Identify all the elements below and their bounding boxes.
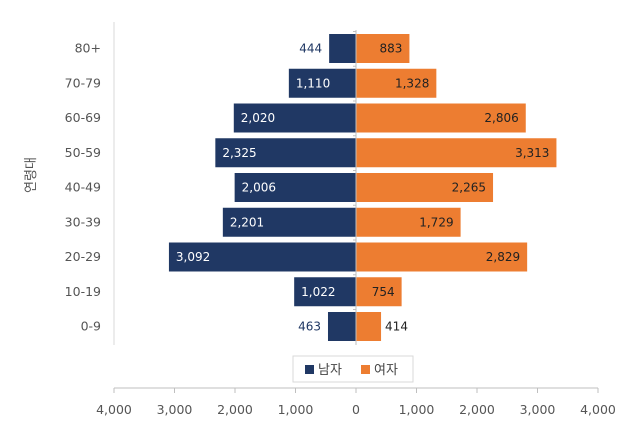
bar-female	[356, 277, 402, 307]
bar-male	[288, 68, 356, 98]
bar-female	[356, 138, 557, 168]
legend-swatch-female	[361, 365, 370, 374]
data-label-male: 2,006	[242, 181, 276, 195]
x-tick-label: 4,000	[580, 402, 616, 417]
category-label: 20-29	[65, 249, 101, 264]
category-label: 30-39	[65, 214, 101, 229]
data-label-male: 3,092	[176, 250, 210, 264]
category-label: 50-59	[65, 145, 101, 160]
category-label: 10-19	[65, 284, 101, 299]
data-label-female: 2,265	[452, 181, 486, 195]
bar-male	[222, 207, 356, 237]
x-tick-label: 3,000	[157, 402, 193, 417]
data-label-female: 754	[372, 285, 395, 299]
data-label-female: 414	[385, 320, 408, 334]
legend-frame	[292, 355, 414, 383]
bar-male	[233, 103, 356, 133]
bar-female	[356, 312, 382, 341]
legend-swatch-male	[305, 365, 314, 374]
x-tick-label: 2,000	[217, 402, 253, 417]
data-label-male: 444	[299, 42, 322, 56]
bars-layer: 444 883 1,110 1,328 2,020 2,806 2,325 3,313 2,00…	[168, 34, 557, 341]
category-label: 40-49	[65, 180, 101, 195]
x-tick-label: 2,000	[459, 402, 495, 417]
legend-label-male: 남자	[318, 363, 342, 378]
data-label-female: 2,806	[484, 111, 518, 125]
bar-female	[356, 103, 526, 133]
data-label-male: 1,022	[301, 285, 335, 299]
data-label-female: 2,829	[486, 250, 520, 264]
data-label-male: 2,325	[222, 146, 256, 160]
category-axis: 80+ 70-79 60-69 50-59 40-49 30-39 20-29 10-19 0-…	[65, 22, 357, 345]
legend: 남자 여자	[292, 355, 414, 383]
data-label-male: 2,020	[241, 111, 275, 125]
x-tick-label: 4,000	[96, 402, 132, 417]
category-label: 70-79	[65, 75, 101, 90]
category-label: 60-69	[65, 110, 101, 125]
category-label: 0-9	[81, 319, 101, 334]
data-label-male: 463	[298, 320, 321, 334]
bar-female	[356, 68, 437, 98]
x-tick-label: 0	[352, 402, 360, 417]
bar-male	[327, 312, 356, 341]
data-label-male: 1,110	[296, 76, 330, 90]
data-label-female: 3,313	[515, 146, 549, 160]
category-label: 80+	[75, 41, 101, 56]
bar-male	[215, 138, 356, 168]
data-label-female: 883	[380, 42, 403, 56]
bar-male	[329, 34, 356, 63]
x-tick-label: 1,000	[399, 402, 435, 417]
bar-male	[234, 173, 356, 202]
bar-female	[356, 173, 494, 202]
data-label-female: 1,328	[395, 76, 429, 90]
bar-female	[356, 242, 528, 272]
legend-label-female: 여자	[374, 363, 398, 378]
bar-male	[168, 242, 356, 272]
value-axis: 4,000 3,000 2,000 1,000 0 1,000 2,000 3,000 4,00…	[96, 387, 616, 417]
data-label-male: 2,201	[230, 215, 264, 229]
data-label-female: 1,729	[419, 215, 453, 229]
bar-female	[356, 207, 461, 237]
y-axis-title: 연령대	[24, 157, 39, 193]
bar-male	[294, 277, 356, 307]
x-tick-label: 3,000	[520, 402, 556, 417]
x-tick-label: 1,000	[278, 402, 314, 417]
bar-female	[356, 34, 410, 63]
